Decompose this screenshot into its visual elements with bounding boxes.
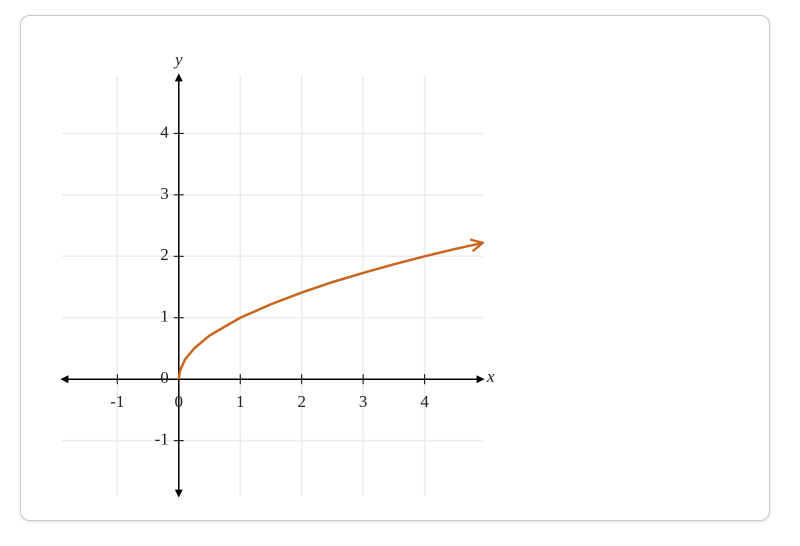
x-tick-label: 3: [359, 392, 368, 411]
x-axis-label: x: [486, 367, 495, 386]
x-tick-label: 0: [175, 392, 184, 411]
x-tick-label: 1: [236, 392, 245, 411]
y-tick-label: 3: [160, 184, 169, 203]
y-tick-label: -1: [155, 430, 169, 449]
y-tick-label: 0: [160, 368, 169, 387]
x-tick-label: 2: [297, 392, 306, 411]
x-tick-label: -1: [110, 392, 124, 411]
y-tick-label: 1: [160, 307, 169, 326]
y-axis-label: y: [173, 50, 183, 69]
x-tick-label: 4: [420, 392, 429, 411]
y-tick-label: 4: [160, 122, 169, 141]
y-tick-label: 2: [160, 245, 169, 264]
curve: [177, 238, 485, 380]
card: [20, 15, 770, 521]
